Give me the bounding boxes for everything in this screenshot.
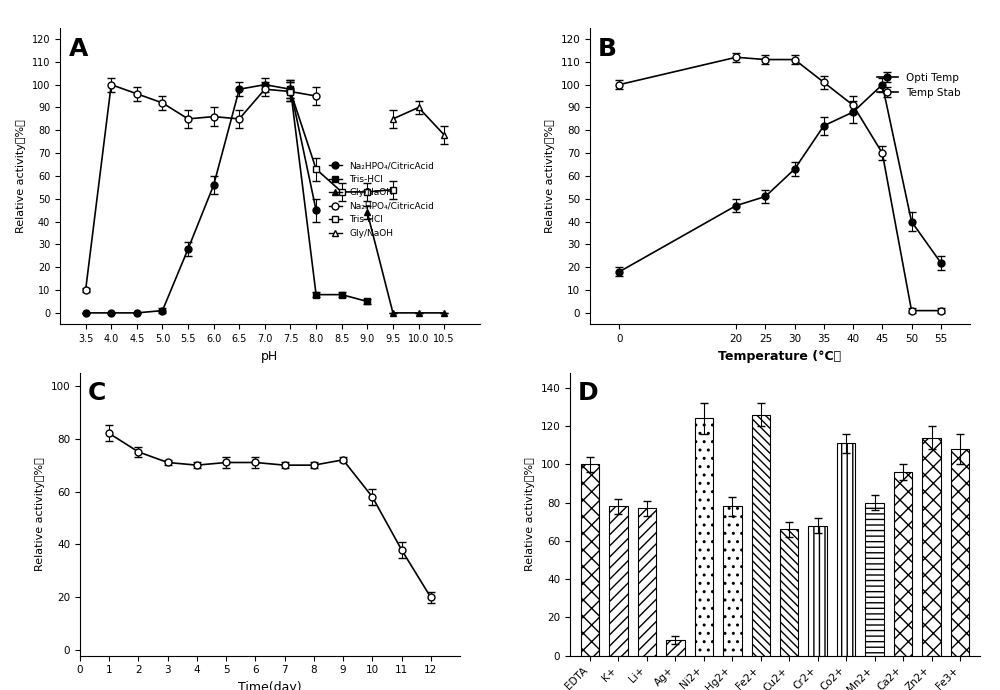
Bar [752, 415, 770, 656]
Bar [808, 526, 827, 656]
Text: D: D [578, 381, 599, 405]
Bar [837, 444, 855, 656]
X-axis label: Temperature (°C）: Temperature (°C） [718, 350, 842, 362]
Y-axis label: Relative activity（%）: Relative activity（%） [545, 119, 555, 233]
Bar [666, 640, 685, 656]
Bar [695, 418, 713, 656]
Bar [780, 529, 798, 656]
Text: C: C [88, 381, 106, 405]
Legend: Na₂HPO₄/CitricAcid, Tris-HCl, Gly/NaOH, Na₂HPO₄/CitricAcid, Tris-HCl, Gly/NaOH: Na₂HPO₄/CitricAcid, Tris-HCl, Gly/NaOH, … [325, 158, 438, 242]
Legend: Opti Temp, Temp Stab: Opti Temp, Temp Stab [873, 68, 965, 102]
X-axis label: Time(day): Time(day) [238, 681, 302, 690]
Text: A: A [68, 37, 88, 61]
Bar [609, 506, 628, 656]
Y-axis label: Relative activity（%）: Relative activity（%） [35, 457, 45, 571]
Bar [723, 506, 742, 656]
Bar [638, 509, 656, 656]
Y-axis label: Relative activity（%）: Relative activity（%） [525, 457, 535, 571]
Y-axis label: Relative activity（%）: Relative activity（%） [16, 119, 26, 233]
Text: B: B [598, 37, 617, 61]
X-axis label: pH: pH [261, 350, 279, 362]
Bar [894, 472, 912, 656]
Bar [951, 449, 969, 656]
Bar [581, 464, 599, 656]
Bar [922, 437, 941, 656]
Bar [865, 502, 884, 656]
